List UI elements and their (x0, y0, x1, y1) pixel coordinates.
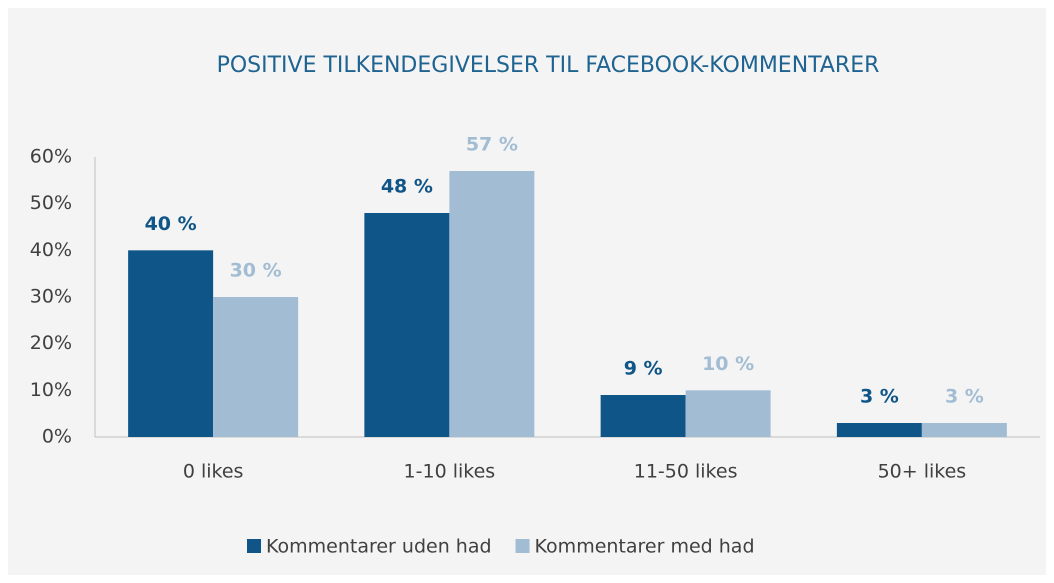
legend-label: Kommentarer uden had (266, 536, 492, 558)
data-label: 40 % (145, 213, 197, 235)
bar (128, 250, 214, 437)
legend-swatch (515, 539, 530, 553)
bar (449, 171, 535, 437)
bar (921, 423, 1007, 437)
x-tick-label: 0 likes (183, 461, 244, 483)
legend-swatch (247, 539, 261, 553)
data-label: 10 % (702, 353, 754, 375)
y-tick-label: 50% (30, 192, 72, 214)
data-label: 30 % (230, 260, 282, 282)
y-tick-label: 20% (30, 332, 72, 354)
y-tick-label: 10% (30, 379, 72, 401)
bar (364, 213, 450, 437)
y-tick-label: 60% (30, 146, 72, 168)
x-tick-label: 11-50 likes (634, 461, 738, 483)
chart-title: POSITIVE TILKENDEGIVELSER TIL FACEBOOK-K… (217, 53, 880, 78)
bar (600, 395, 686, 437)
data-label: 48 % (381, 176, 433, 198)
data-label: 9 % (624, 358, 663, 380)
x-tick-label: 50+ likes (878, 461, 967, 483)
data-label: 3 % (945, 386, 984, 408)
bar (685, 390, 771, 437)
x-tick-label: 1-10 likes (404, 461, 496, 483)
bar (836, 423, 922, 437)
data-label: 3 % (860, 386, 899, 408)
legend-label: Kommentarer med had (535, 536, 755, 558)
data-label: 57 % (466, 134, 518, 156)
y-tick-label: 0% (42, 426, 72, 448)
y-tick-label: 30% (30, 286, 72, 308)
y-tick-label: 40% (30, 239, 72, 261)
bar (213, 297, 299, 437)
